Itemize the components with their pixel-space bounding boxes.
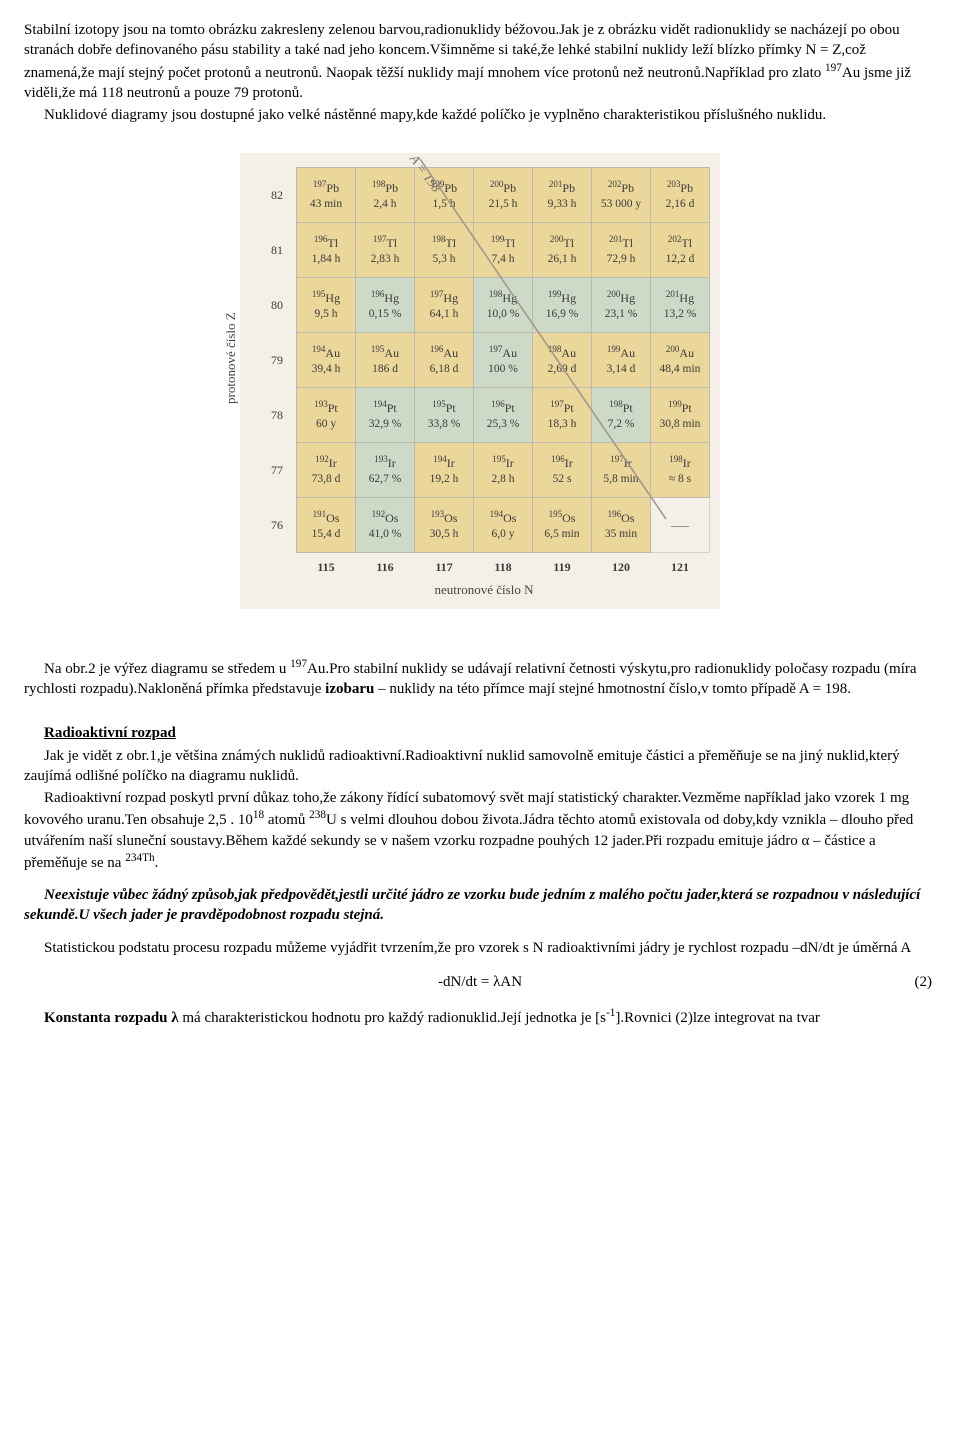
nuclide-cell: 203Pb2,16 d	[651, 168, 710, 223]
nuclide-cell: 201Tl72,9 h	[592, 223, 651, 278]
equation: -dN/dt = λAN	[438, 972, 522, 992]
row-header: 76	[258, 498, 297, 553]
nuclide-cell: 196Os35 min	[592, 498, 651, 553]
nuclide-cell: 197Pt18,3 h	[533, 388, 592, 443]
nuclide-chart-wrapper: protonové číslo Z A = 198 82197Pb43 min1…	[24, 153, 936, 609]
nuclide-cell: 197Pb43 min	[297, 168, 356, 223]
y-axis-label: protonové číslo Z	[222, 312, 240, 404]
row-header: 80	[258, 278, 297, 333]
nuclide-cell: 199Au3,14 d	[592, 333, 651, 388]
nuclide-cell: 196Ir52 s	[533, 443, 592, 498]
col-header: 120	[592, 553, 651, 578]
nuclide-cell: 194Pt32,9 %	[356, 388, 415, 443]
equation-number: (2)	[915, 972, 933, 992]
text: má charakteristickou hodnotu pro každý r…	[179, 1010, 606, 1026]
nuclide-cell: 192Os41,0 %	[356, 498, 415, 553]
nuclide-cell: 198Pb2,4 h	[356, 168, 415, 223]
text: – nuklidy na této přímce mají stejné hmo…	[374, 681, 851, 697]
bold-term: Konstanta rozpadu λ	[44, 1010, 179, 1026]
nuclide-cell: 200Au48,4 min	[651, 333, 710, 388]
nuclide-cell: 193Os30,5 h	[415, 498, 474, 553]
x-axis-label: neutronové číslo N	[258, 581, 710, 599]
bold-term: izobaru	[325, 681, 374, 697]
nuclide-cell: 196Tl1,84 h	[297, 223, 356, 278]
text: Statistickou podstatu procesu rozpadu mů…	[44, 940, 911, 956]
row-header: 81	[258, 223, 297, 278]
text: Jak je vidět z obr.1,je většina známých …	[24, 748, 900, 784]
col-header: 121	[651, 553, 710, 578]
nuclide-cell: 194Os6,0 y	[474, 498, 533, 553]
paragraph-3: Na obr.2 je výřez diagramu se středem u …	[24, 657, 936, 700]
nuclide-cell: 195Pt33,8 %	[415, 388, 474, 443]
nuclide-cell: 197Tl2,83 h	[356, 223, 415, 278]
mass-number: 234Th	[125, 852, 154, 864]
col-header: 115	[297, 553, 356, 578]
nuclide-cell: 191Os15,4 d	[297, 498, 356, 553]
nuclide-cell: 199Hg16,9 %	[533, 278, 592, 333]
mass-number: 197	[825, 62, 842, 74]
nuclide-cell: 193Pt60 y	[297, 388, 356, 443]
mass-number: 238	[309, 809, 326, 821]
mass-number: 197	[290, 658, 307, 670]
row-header: 77	[258, 443, 297, 498]
paragraph-8: Konstanta rozpadu λ má charakteristickou…	[24, 1006, 936, 1028]
col-header: 116	[356, 553, 415, 578]
col-header: 117	[415, 553, 474, 578]
nuclide-cell: 196Au6,18 d	[415, 333, 474, 388]
nuclide-cell: 194Au39,4 h	[297, 333, 356, 388]
nuclide-cell: 196Hg0,15 %	[356, 278, 415, 333]
nuclide-cell: —	[651, 498, 710, 553]
text: Neexistuje vůbec žádný způsob,jak předpo…	[24, 887, 920, 923]
col-header: 119	[533, 553, 592, 578]
paragraph-5: Radioaktivní rozpad poskytl první důkaz …	[24, 788, 936, 873]
nuclide-cell: 195Os6,5 min	[533, 498, 592, 553]
text: Stabilní izotopy jsou na tomto obrázku z…	[24, 22, 900, 81]
text: atomů	[264, 812, 309, 828]
paragraph-1: Stabilní izotopy jsou na tomto obrázku z…	[24, 20, 936, 103]
row-header: 79	[258, 333, 297, 388]
col-header: 118	[474, 553, 533, 578]
row-header: 78	[258, 388, 297, 443]
paragraph-7: Statistickou podstatu procesu rozpadu mů…	[24, 938, 936, 958]
nuclide-cell: 197Au100 %	[474, 333, 533, 388]
nuclide-table: 82197Pb43 min198Pb2,4 h199Pb1,5 h200Pb21…	[258, 167, 710, 577]
text: ].Rovnici (2)lze integrovat na tvar	[615, 1010, 820, 1026]
paragraph-4: Jak je vidět z obr.1,je většina známých …	[24, 746, 936, 787]
nuclide-cell: 198Hg10,0 %	[474, 278, 533, 333]
heading-text: Radioaktivní rozpad	[44, 725, 176, 741]
nuclide-cell: 199Pt30,8 min	[651, 388, 710, 443]
nuclide-cell: 198Au2,69 d	[533, 333, 592, 388]
nuclide-cell: 202Pb53 000 y	[592, 168, 651, 223]
nuclide-cell: 200Tl26,1 h	[533, 223, 592, 278]
nuclide-cell: 197Hg64,1 h	[415, 278, 474, 333]
equation-row: -dN/dt = λAN (2)	[24, 972, 936, 992]
nuclide-cell: 201Hg13,2 %	[651, 278, 710, 333]
nuclide-cell: 195Hg9,5 h	[297, 278, 356, 333]
nuclide-cell: 202Tl12,2 d	[651, 223, 710, 278]
nuclide-cell: 200Pb21,5 h	[474, 168, 533, 223]
paragraph-6-emphasis: Neexistuje vůbec žádný způsob,jak předpo…	[24, 885, 936, 926]
nuclide-cell: 198Ir≈ 8 s	[651, 443, 710, 498]
exp: -1	[606, 1007, 615, 1019]
nuclide-cell: 193Ir62,7 %	[356, 443, 415, 498]
nuclide-cell: 196Pt25,3 %	[474, 388, 533, 443]
nuclide-cell: 199Tl7,4 h	[474, 223, 533, 278]
heading-radioactive-decay: Radioaktivní rozpad	[24, 723, 936, 743]
nuclide-cell: 200Hg23,1 %	[592, 278, 651, 333]
nuclide-chart: protonové číslo Z A = 198 82197Pb43 min1…	[240, 153, 720, 609]
text: .	[155, 855, 159, 871]
nuclide-cell: 197Ir5,8 min	[592, 443, 651, 498]
nuclide-cell: 198Pt7,2 %	[592, 388, 651, 443]
paragraph-2: Nuklidové diagramy jsou dostupné jako ve…	[24, 105, 936, 125]
nuclide-cell: 201Pb9,33 h	[533, 168, 592, 223]
text: Na obr.2 je výřez diagramu se středem u	[44, 661, 290, 677]
nuclide-cell: 195Ir2,8 h	[474, 443, 533, 498]
row-header: 82	[258, 168, 297, 223]
exp: 18	[253, 809, 264, 821]
nuclide-cell: 195Au186 d	[356, 333, 415, 388]
text: Nuklidové diagramy jsou dostupné jako ve…	[44, 107, 826, 123]
nuclide-cell: 192Ir73,8 d	[297, 443, 356, 498]
nuclide-cell: 198Tl5,3 h	[415, 223, 474, 278]
nuclide-cell: 194Ir19,2 h	[415, 443, 474, 498]
